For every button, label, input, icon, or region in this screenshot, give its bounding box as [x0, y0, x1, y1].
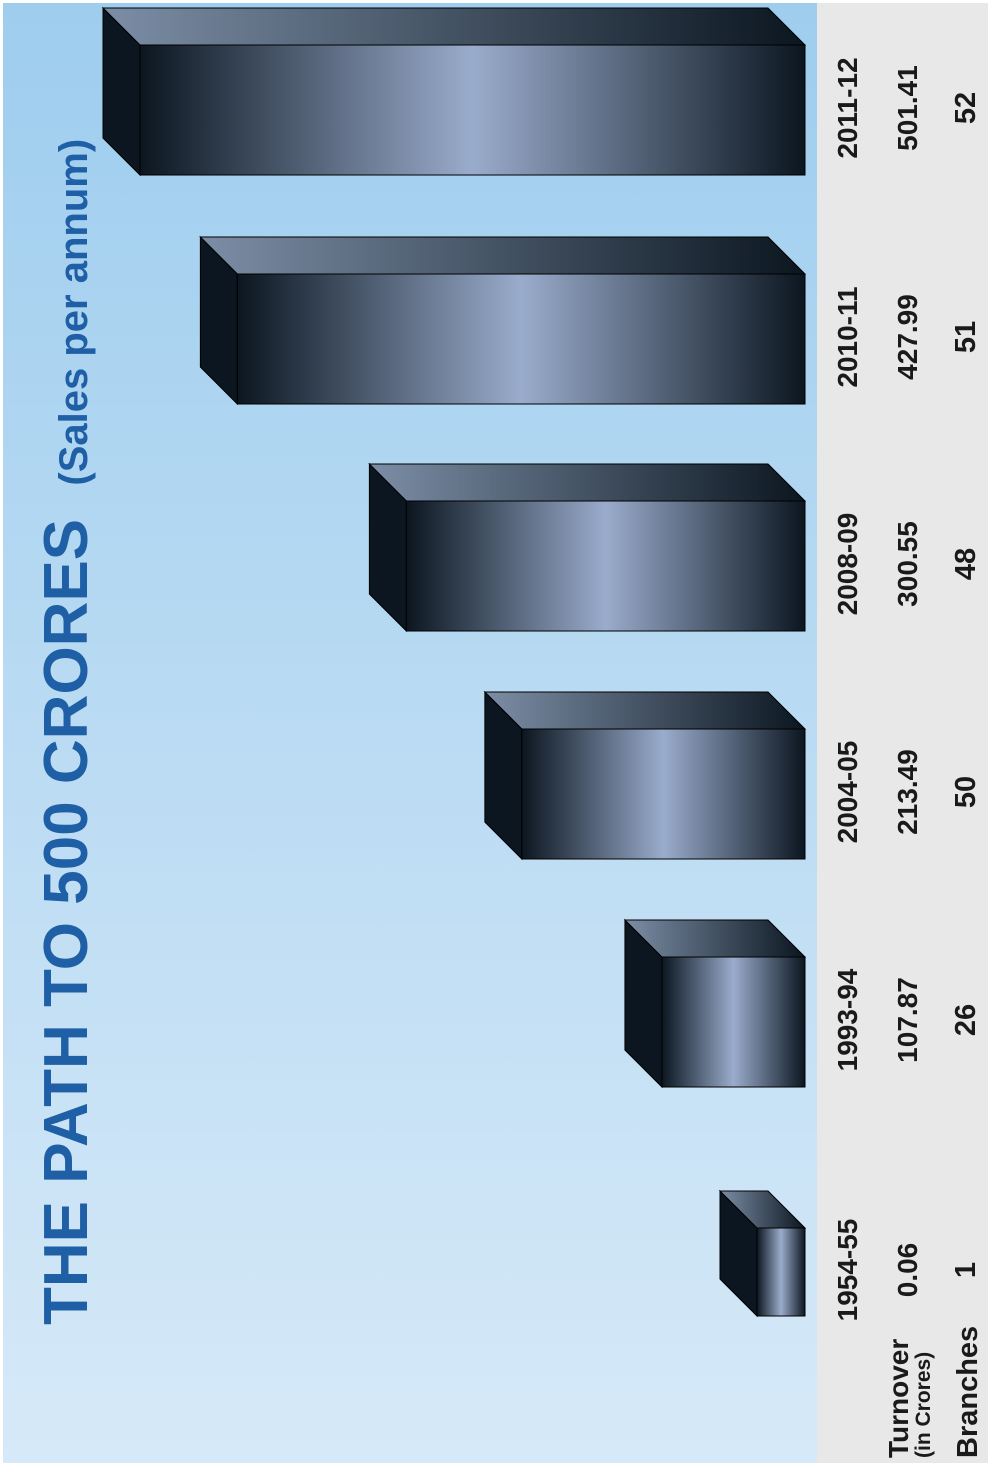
bar-2004-05 — [483, 690, 807, 861]
bar-top-face — [101, 7, 807, 46]
branches-value-label: 26 — [950, 1004, 982, 1036]
bar-1954-55 — [718, 1189, 807, 1318]
turnover-row-label: Turnover — [883, 1339, 914, 1458]
bar-front-face — [236, 273, 806, 405]
bar-front-face — [756, 1227, 806, 1317]
bar-top-face — [199, 236, 807, 275]
bar-top-face — [483, 691, 807, 730]
bar-2008-09 — [368, 462, 807, 633]
branches-value-label: 48 — [950, 548, 982, 580]
year-label: 2011-12 — [832, 57, 863, 158]
bar-top-face — [368, 463, 807, 502]
turnover-unit-label: (in Crores) — [912, 1352, 935, 1458]
bar-front-face — [139, 44, 806, 176]
year-label: 2010-11 — [832, 286, 863, 387]
chart-title-main: THE PATH TO 500 CRORES — [32, 519, 101, 1325]
year-label: 2008-09 — [832, 513, 863, 616]
branches-value-label: 50 — [950, 776, 982, 808]
branches-row-label: Branches — [952, 1326, 984, 1458]
bar-2010-11 — [199, 235, 807, 406]
year-label: 1993-94 — [832, 968, 863, 1071]
branches-value-label: 51 — [950, 321, 982, 353]
turnover-value-label: 0.06 — [892, 1243, 923, 1298]
turnover-value-label: 213.49 — [892, 749, 923, 835]
bar-front-face — [661, 956, 806, 1088]
turnover-value-label: 501.41 — [892, 65, 923, 151]
year-label: 1954-55 — [832, 1219, 863, 1322]
data-table-labels: 1954-55 1993-94 2004-05 2008-09 2010-11 2011-… — [832, 57, 982, 1321]
bar-series — [101, 6, 807, 1318]
data-table-background — [817, 3, 988, 1463]
bar-2011-12 — [101, 6, 807, 177]
branches-value-label: 52 — [950, 92, 982, 124]
bar-front-face — [405, 500, 806, 632]
bar-1993-94 — [623, 918, 807, 1089]
turnover-value-label: 300.55 — [892, 521, 923, 607]
chart-subtitle: (Sales per annum) — [52, 139, 96, 486]
turnover-value-label: 107.87 — [892, 977, 923, 1063]
year-label: 2004-05 — [832, 741, 863, 844]
branches-value-label: 1 — [950, 1262, 982, 1278]
turnover-value-label: 427.99 — [892, 294, 923, 380]
bar-front-face — [521, 728, 806, 860]
chart-title: THE PATH TO 500 CRORES (Sales per annum) — [32, 139, 101, 1325]
